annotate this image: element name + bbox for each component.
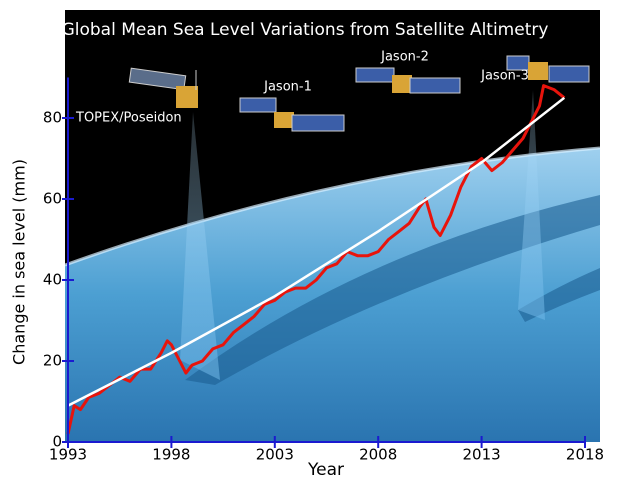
altimeter-beam xyxy=(518,90,545,320)
x-axis-label: Year xyxy=(307,460,344,480)
satellite xyxy=(239,97,345,132)
ground-track xyxy=(185,195,600,385)
satellite xyxy=(506,55,590,83)
x-tick-label: 1993 xyxy=(49,446,87,464)
atmosphere xyxy=(64,146,601,267)
x-tick-label: 2008 xyxy=(359,446,397,464)
satellite xyxy=(355,67,461,94)
satellite-label: Jason-2 xyxy=(380,50,429,65)
satellite xyxy=(128,67,198,108)
x-tick-label: 1998 xyxy=(152,446,190,464)
y-tick-label: 60 xyxy=(43,190,62,208)
y-tick-label: 80 xyxy=(43,109,62,127)
chart-title: Global Mean Sea Level Variations from Sa… xyxy=(62,20,549,40)
y-tick-label: 40 xyxy=(43,271,62,289)
y-tick-label: 0 xyxy=(52,433,62,451)
altimeter-beam xyxy=(180,112,220,380)
trend-line xyxy=(67,96,566,407)
satellite-label: Jason-1 xyxy=(263,80,312,95)
satellite-label: TOPEX/Poseidon xyxy=(75,111,182,126)
x-tick-label: 2013 xyxy=(463,446,501,464)
x-tick-label: 2003 xyxy=(256,446,294,464)
x-tick-label: 2018 xyxy=(566,446,604,464)
y-tick-label: 20 xyxy=(43,352,62,370)
y-axis-label: Change in sea level (mm) xyxy=(10,159,29,365)
satellite-label: Jason-3 xyxy=(480,69,529,84)
